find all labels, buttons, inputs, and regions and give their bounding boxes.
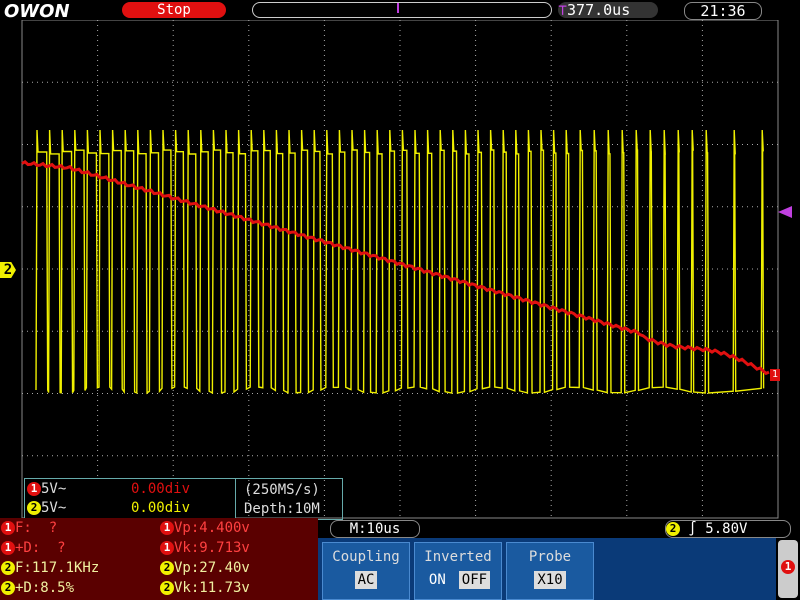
menu-option: X10 xyxy=(534,571,566,589)
measurement: 1 +D: ? xyxy=(1,541,66,555)
channel-icon: 1 xyxy=(27,482,41,496)
ch1-waveform xyxy=(21,159,770,376)
channel-offset: 0.00div xyxy=(131,481,191,497)
measurement: 2 F:117.1KHz xyxy=(1,561,99,575)
menu-page: 1 xyxy=(781,560,795,574)
measurement-value: +D:8.5% xyxy=(15,580,75,596)
measurement: 2 +D:8.5% xyxy=(1,581,74,595)
graticule-frame xyxy=(21,19,779,519)
measurement-value: F: ? xyxy=(15,520,58,536)
menu-title: Coupling xyxy=(332,549,400,565)
channel-icon: 2 xyxy=(1,561,15,575)
menu-options: X10 xyxy=(507,565,593,589)
measurement-value: Vk:11.73v xyxy=(174,580,250,596)
channel-icon: 2 xyxy=(160,581,174,595)
channel-icon: 2 xyxy=(1,581,15,595)
measurement-value: Vp:27.40v xyxy=(174,560,250,576)
measurements: 1 F: ? 1 +D: ? 2 F:117.1KHz 2 +D:8.5% 1 Vp:4.400v… xyxy=(0,518,318,600)
trigger-level: 5.80V xyxy=(705,521,748,537)
menu-options: AC xyxy=(323,565,409,589)
menu-scrollbar[interactable]: 1 xyxy=(778,540,798,598)
channel-icon: 1 xyxy=(160,541,174,555)
menu-button[interactable]: Coupling AC xyxy=(322,542,410,600)
menu-button[interactable]: Probe X10 xyxy=(506,542,594,600)
run-status[interactable]: Stop xyxy=(122,2,226,18)
measurement-value: Vk:9.713v xyxy=(174,540,250,556)
logo: OWON xyxy=(4,1,70,22)
channel-info: 1 5V~ 0.00div 2 5V~ 0.00div xyxy=(24,478,236,520)
channel-row: 1 5V~ 0.00div xyxy=(27,482,231,496)
channel-row: 2 5V~ 0.00div xyxy=(27,501,231,515)
ch2-waveform xyxy=(35,129,765,395)
trigger-position-bar xyxy=(252,2,552,18)
channel-icon: 1 xyxy=(1,521,15,535)
measurement: 2 Vp:27.40v xyxy=(160,561,250,575)
channel-icon: 1 xyxy=(160,521,174,535)
measurement: 1 F: ? xyxy=(1,521,57,535)
channel-icon: 2 xyxy=(160,561,174,575)
ch2-ground-marker: 2 xyxy=(0,262,16,278)
measurement-value: +D: ? xyxy=(15,540,66,556)
menu-option: OFF xyxy=(458,571,491,589)
measurement: 2 Vk:11.73v xyxy=(160,581,250,595)
time-offset: ⊤377.0us xyxy=(558,2,658,18)
clock: 21:36 xyxy=(684,2,762,20)
measurement: 1 Vk:9.713v xyxy=(160,541,250,555)
sample-rate: (250MS/s) xyxy=(244,482,320,498)
memory-depth: Depth:10M xyxy=(244,501,320,517)
acquisition-info: (250MS/s) Depth:10M xyxy=(235,478,343,520)
trigger-channel: 2 xyxy=(666,522,680,536)
channel-scale: 5V~ xyxy=(41,500,67,516)
trigger-info: 2 ∫ 5.80V xyxy=(665,520,791,538)
measurement-value: F:117.1KHz xyxy=(15,560,100,576)
ch1-ground-marker: 1 xyxy=(770,369,780,381)
channel-scale: 5V~ xyxy=(41,481,67,497)
channel-offset: 0.00div xyxy=(131,500,191,516)
timebase: M:10us xyxy=(330,520,420,538)
menu-button[interactable]: Inverted ON OFF xyxy=(414,542,502,600)
menu-title: Probe xyxy=(528,549,572,565)
measurement-value: Vp:4.400v xyxy=(174,520,250,536)
time-offset-value: 377.0us xyxy=(567,1,631,19)
menu-options: ON OFF xyxy=(415,565,501,589)
menu-option: ON xyxy=(428,572,446,588)
trigger-level-marker xyxy=(778,206,792,218)
measurement: 1 Vp:4.400v xyxy=(160,521,250,535)
channel-icon: 2 xyxy=(27,501,41,515)
menu-title: Inverted xyxy=(424,549,492,565)
menu-option: AC xyxy=(354,571,378,589)
channel-icon: 1 xyxy=(1,541,15,555)
